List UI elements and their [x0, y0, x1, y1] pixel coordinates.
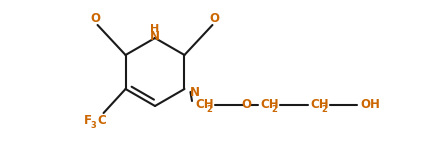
Text: N: N — [150, 30, 160, 42]
Text: CH: CH — [309, 98, 328, 112]
Text: C: C — [97, 115, 106, 127]
Text: 2: 2 — [320, 106, 326, 115]
Text: 2: 2 — [270, 106, 276, 115]
Text: O: O — [90, 11, 100, 25]
Text: CH: CH — [259, 98, 278, 112]
Text: 3: 3 — [90, 122, 96, 131]
Text: O: O — [240, 98, 250, 112]
Text: H: H — [150, 24, 159, 34]
Text: F: F — [83, 115, 91, 127]
Text: 2: 2 — [206, 106, 212, 115]
Text: OH: OH — [359, 98, 379, 112]
Text: N: N — [189, 86, 199, 98]
Text: CH: CH — [194, 98, 213, 112]
Text: O: O — [209, 11, 219, 25]
